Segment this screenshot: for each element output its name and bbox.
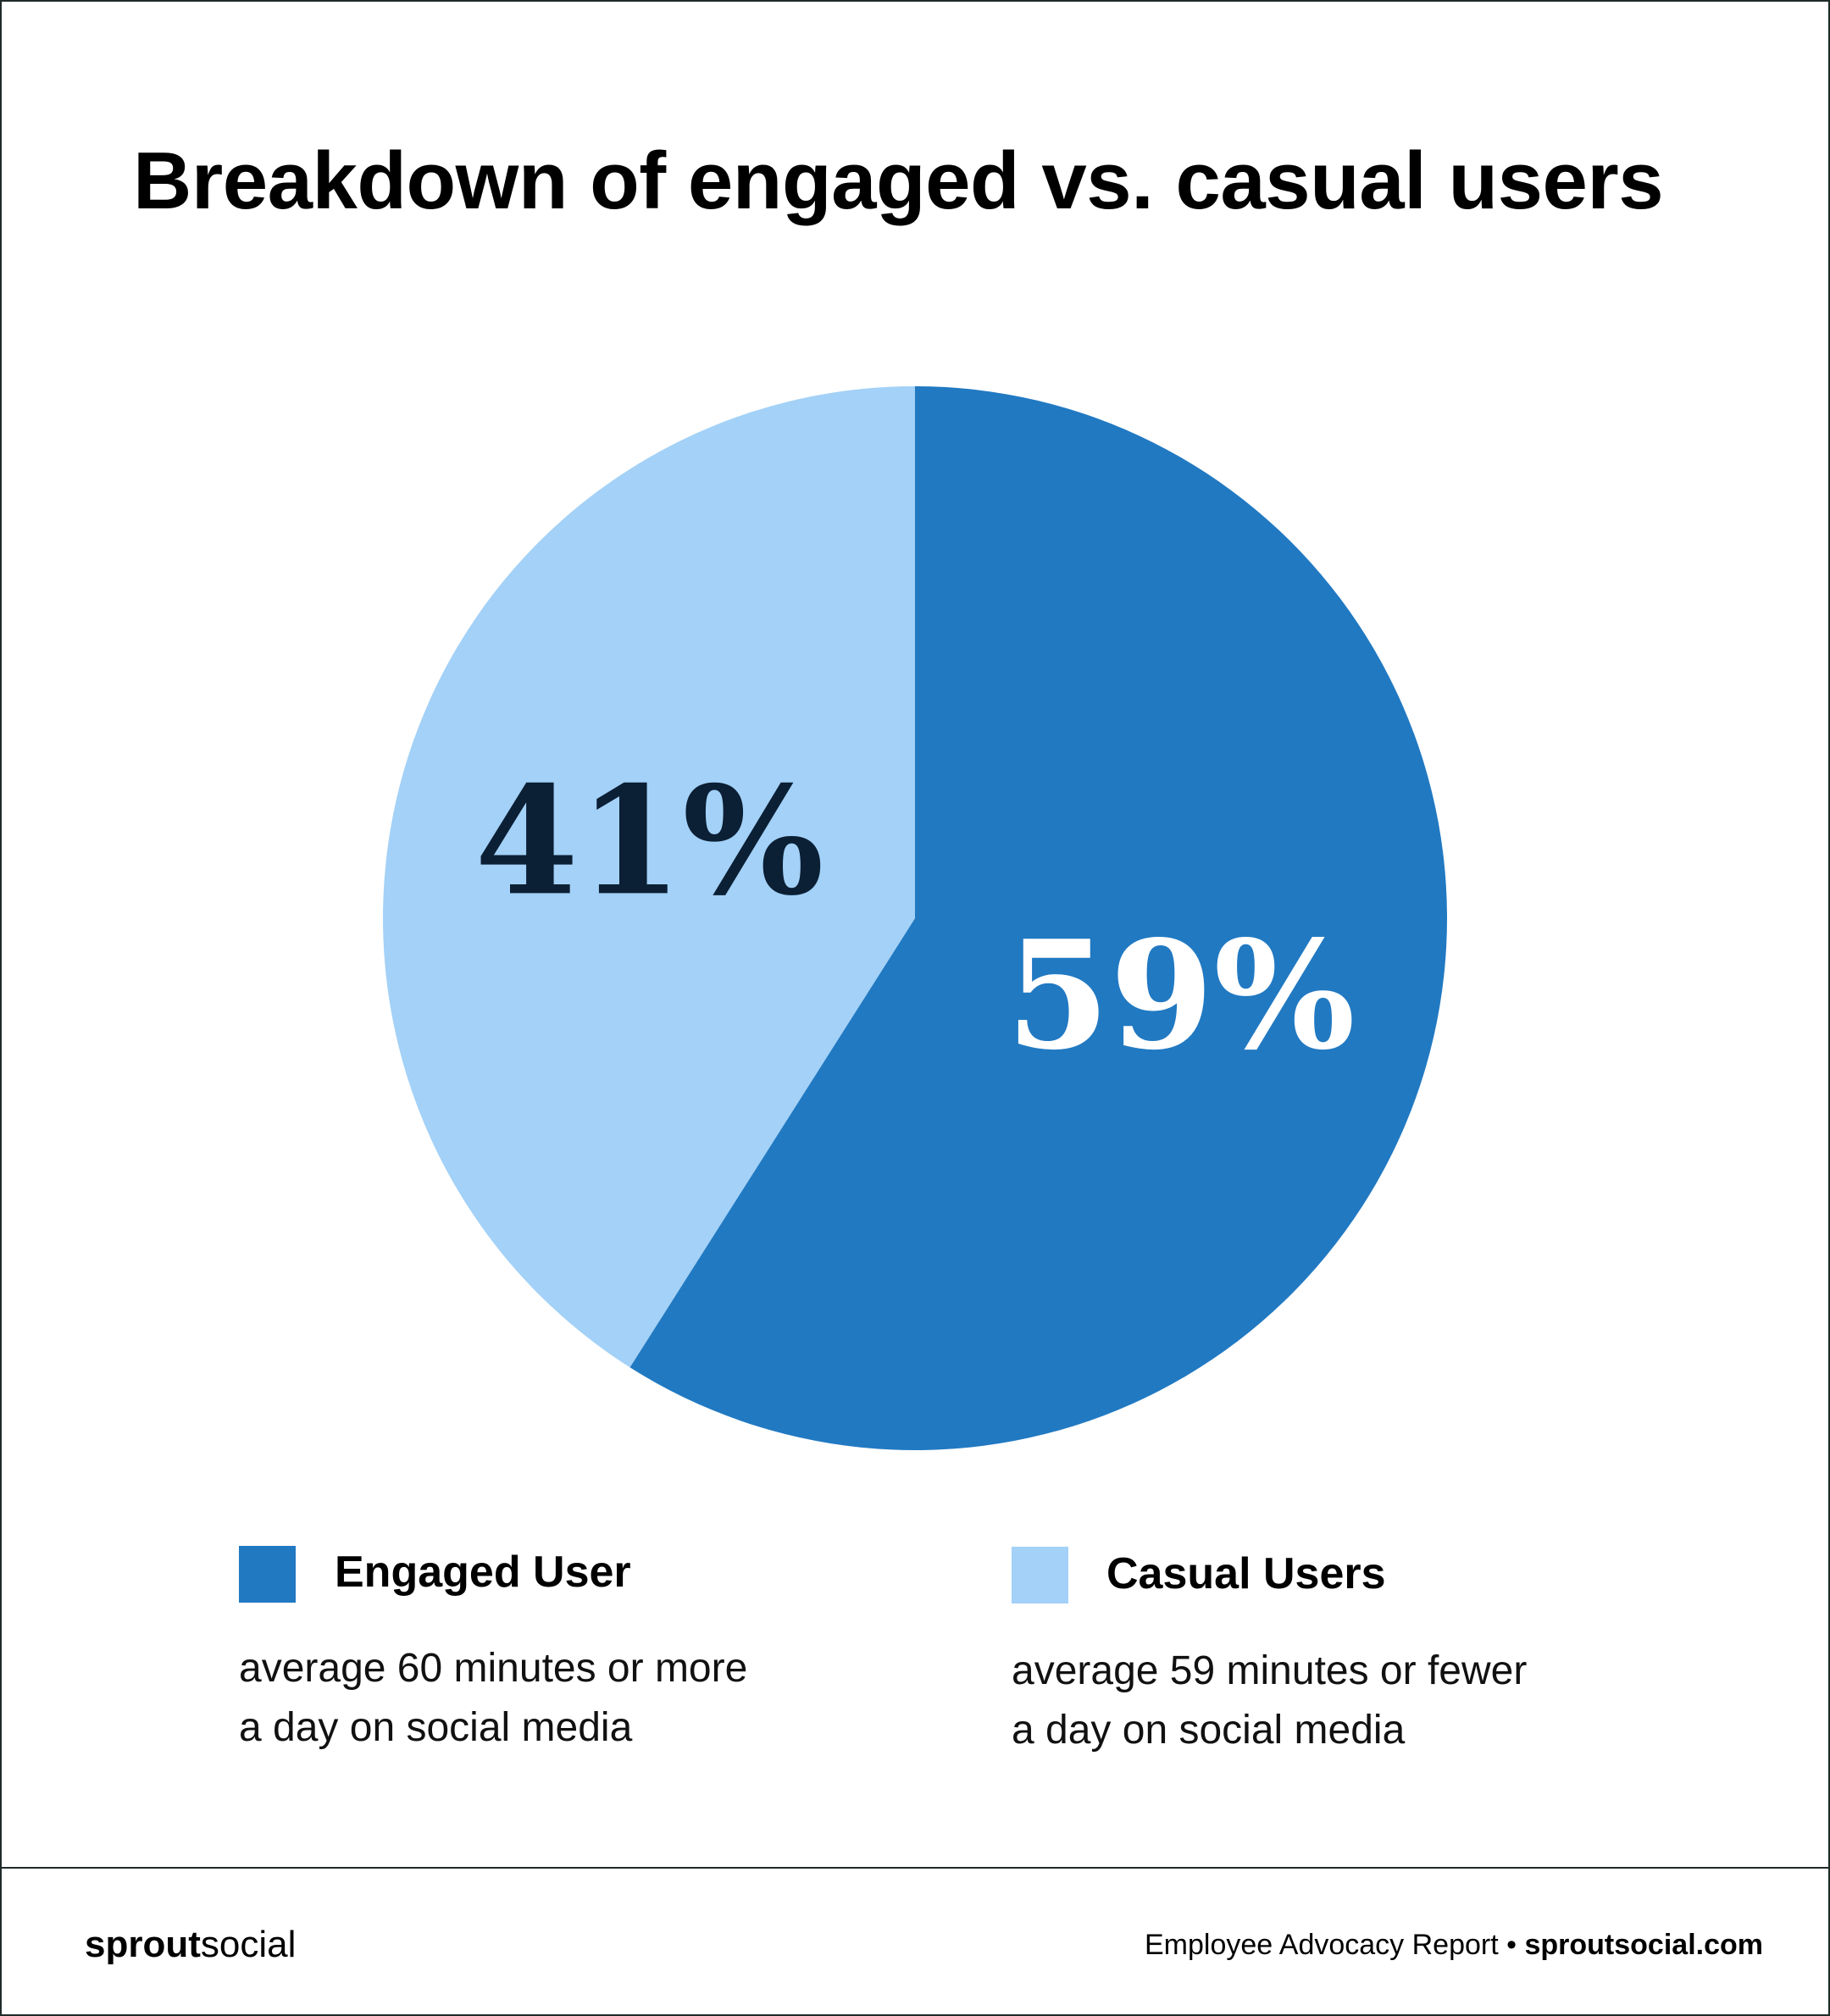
legend-description-casual: average 59 minutes or fewer a day on soc… [1012,1642,1655,1760]
pie-label-engaged-user: 59% [1006,908,1356,1083]
legend-label-casual: Casual Users [1106,1549,1386,1598]
legend-swatch-engaged [239,1546,296,1603]
legend-description-casual-line1: average 59 minutes or fewer [1012,1648,1528,1693]
logo-text-social: social [200,1924,297,1965]
report-name: Employee Advocacy Report [1145,1929,1499,1961]
footer-separator: • [1506,1929,1517,1961]
chart-title: Breakdown of engaged vs. casual users [133,136,1664,226]
footer-divider [0,1867,1830,1869]
legend-description-casual-line2: a day on social media [1012,1708,1406,1753]
legend-description-engaged-line1: average 60 minutes or more [239,1646,748,1691]
footer-report-credit: Employee Advocacy Report • sproutsocial.… [1145,1925,1763,1965]
legend-description-engaged: average 60 minutes or more a day on soci… [239,1639,883,1758]
site-link[interactable]: sproutsocial.com [1524,1929,1763,1961]
sproutsocial-logo: sproutsocial [85,1921,296,1969]
legend-swatch-casual [1012,1547,1068,1603]
legend-label-engaged: Engaged User [335,1548,631,1597]
pie-slice-engaged-user [629,386,1447,1450]
pie-label-casual-users: 41% [474,753,824,928]
logo-text-sprout: sprout [85,1924,201,1965]
legend-description-engaged-line2: a day on social media [239,1705,633,1750]
pie-slice-casual-users [382,386,916,1368]
